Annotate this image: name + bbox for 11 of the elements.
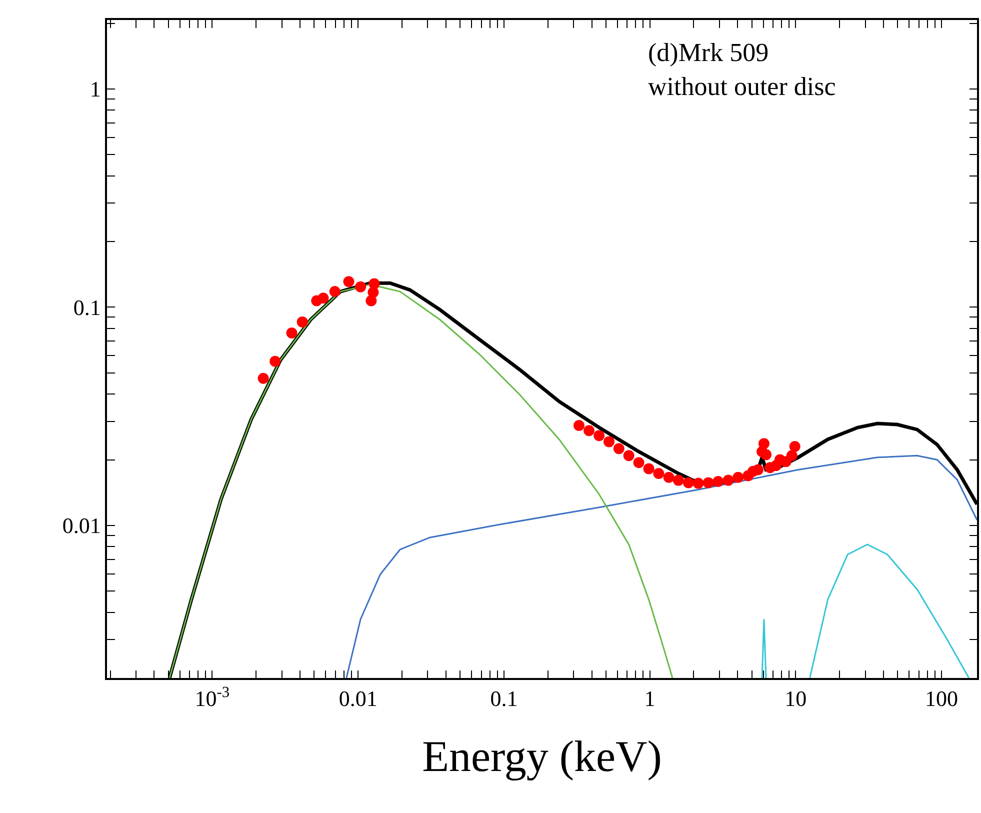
x-tick-label: 100 — [925, 686, 958, 712]
y-tick-label: 0.1 — [73, 294, 101, 320]
x-tick-label: 1 — [644, 686, 656, 712]
x-tick-label: 0.1 — [490, 686, 518, 712]
x-axis-title: Energy (keV) — [422, 732, 662, 781]
x-tick-label: 10 — [784, 686, 807, 712]
annotation: (d)Mrk 509 without outer disc — [648, 38, 836, 101]
y-tick-label: 0.01 — [62, 513, 101, 538]
x-tick-label: 10$^{-3}$ — [194, 684, 230, 712]
y-tick-label: 1 — [90, 76, 101, 102]
x-tick-label: 0.01 — [338, 686, 378, 712]
